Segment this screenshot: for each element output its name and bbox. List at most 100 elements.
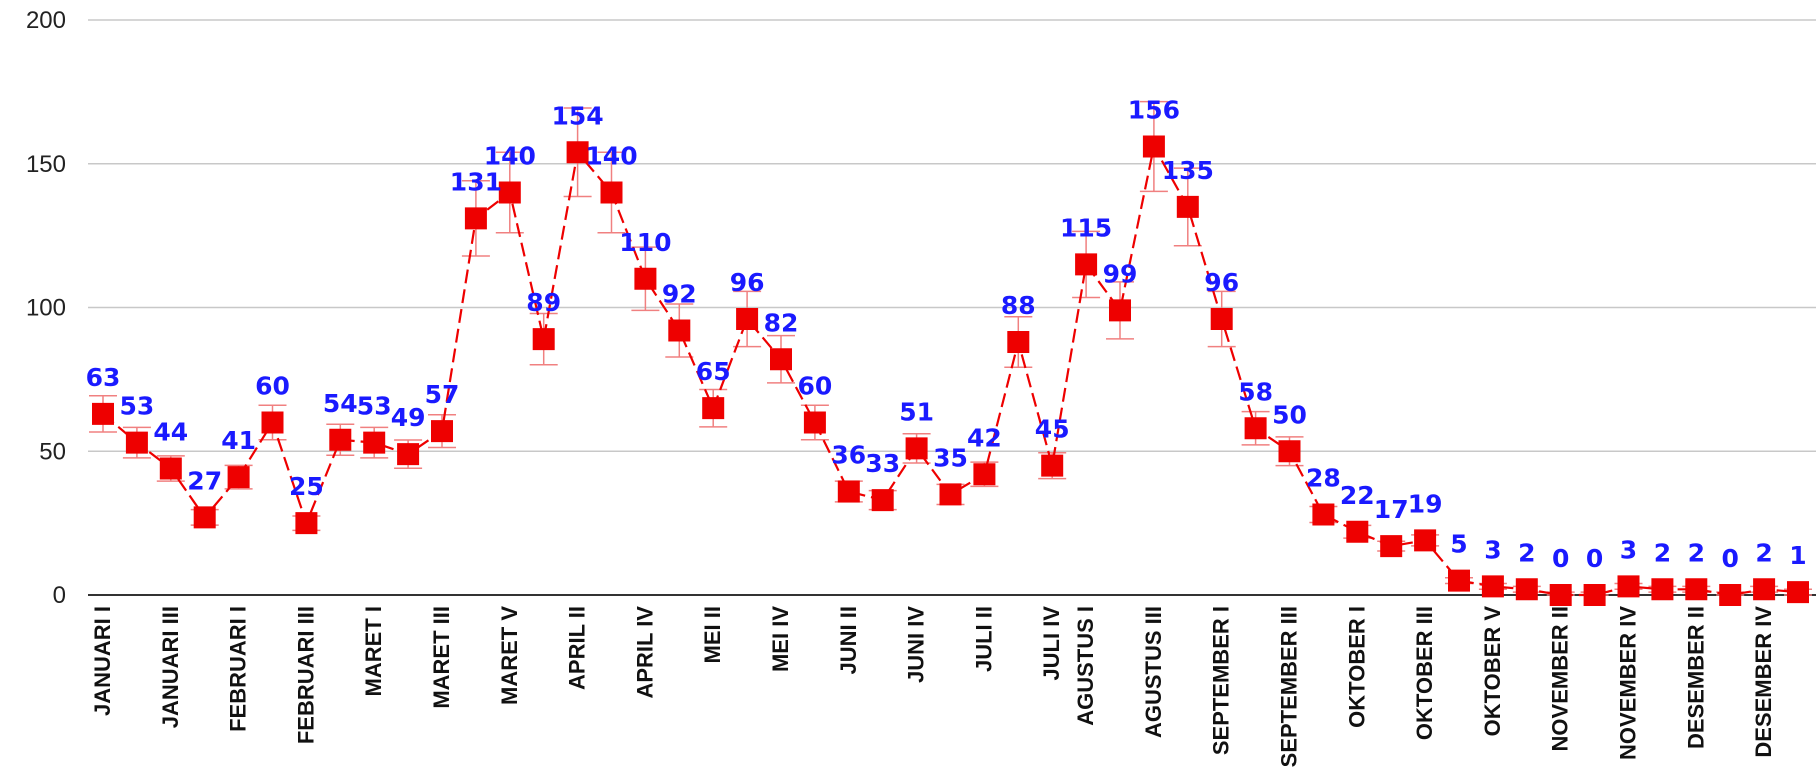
series-line [102,143,1799,597]
data-point [939,483,962,506]
data-point [1278,440,1301,463]
x-tick-label: NOVEMBER II [1548,606,1573,751]
data-point [261,411,284,434]
data-point [92,402,114,425]
series-polyline [102,143,1799,597]
data-point [193,506,216,529]
data-label: 140 [585,142,637,171]
x-tick-label: OKTOBER I [1344,606,1369,728]
data-point [159,457,182,480]
data-label: 36 [831,441,866,470]
data-label: 88 [1001,291,1036,320]
y-tick-label: 0 [53,582,66,609]
data-point [1719,584,1742,606]
x-tick-label: FEBRUARI III [293,606,318,744]
x-tick-label: DESEMBER IV [1751,606,1776,758]
data-label: 45 [1035,415,1070,444]
data-point [1075,253,1098,276]
data-label: 28 [1306,464,1341,493]
data-point [1753,578,1776,601]
gridlines [88,19,1816,596]
data-point [1109,299,1131,322]
data-label: 0 [1721,544,1738,573]
data-label: 0 [1586,544,1603,573]
data-label: 42 [967,423,1002,452]
data-point [431,420,453,443]
data-label: 17 [1374,495,1409,524]
x-axis: JANUARI I JANUARI III FEBRUARI I FEBRUARI I… [90,606,1776,768]
data-point [397,443,420,466]
data-point [600,181,623,204]
y-tick-label: 150 [26,151,66,178]
data-point [736,308,759,330]
data-point [227,466,250,489]
data-label: 96 [730,268,765,297]
data-label: 82 [764,308,799,337]
data-point [329,428,352,451]
x-tick-label: SEPTEMBER I [1209,606,1234,755]
x-tick-label: NOVEMBER IV [1616,606,1641,760]
x-tick-label: SEPTEMBER III [1277,606,1302,767]
data-label: 110 [619,228,671,257]
data-point [1685,578,1708,601]
data-label: 2 [1518,538,1535,567]
data-point [1244,417,1267,440]
data-label: 19 [1408,489,1443,518]
data-label: 5 [1450,530,1467,559]
data-point [770,348,792,371]
data-label: 89 [526,288,561,317]
x-tick-label: FEBRUARI I [226,606,251,732]
data-point [1007,331,1030,353]
data-point [905,437,928,460]
x-tick-label: JULI II [971,606,996,672]
y-tick-label: 200 [26,7,66,34]
data-point [1481,575,1504,598]
data-label: 96 [1204,268,1239,297]
data-label: 65 [696,357,731,386]
x-tick-label: AGUSTUS I [1073,606,1098,726]
data-point [532,328,555,351]
x-tick-label: MARET V [497,606,522,705]
data-label: 135 [1162,156,1214,185]
data-label: 60 [798,372,833,401]
data-point [803,411,826,434]
data-point [871,489,894,512]
data-point [1312,503,1335,526]
data-label: 3 [1484,535,1501,564]
data-label: 25 [289,472,324,501]
data-label: 33 [865,449,900,478]
data-label: 115 [1060,213,1112,242]
data-point [1346,520,1369,543]
data-point [1176,195,1199,218]
data-label: 57 [425,380,460,409]
data-label: 44 [153,418,188,447]
x-tick-label: JUNI IV [904,606,929,683]
x-tick-label: OKTOBER III [1412,606,1437,740]
data-label: 2 [1755,538,1772,567]
data-label: 0 [1552,544,1569,573]
data-label: 140 [484,142,536,171]
x-tick-label: AGUSTUS III [1141,606,1166,738]
data-point [1380,535,1403,558]
data-point [1515,578,1538,601]
data-label: 41 [221,426,256,455]
x-tick-label: JANUARI I [90,606,115,716]
x-tick-label: DESEMBER II [1683,606,1708,749]
x-tick-label: MARET III [429,606,454,709]
data-point [702,397,725,420]
data-point [566,141,589,164]
data-point [634,267,657,290]
data-label: 154 [552,101,604,130]
x-tick-label: MARET I [361,606,386,696]
data-point [837,480,860,503]
data-label: 131 [450,167,502,196]
y-axis: 0 50 100 150 200 [26,7,66,609]
x-tick-label: APRIL IV [632,606,657,699]
data-label: 63 [86,363,121,392]
data-point [1210,308,1233,330]
data-point [363,431,386,454]
data-label: 27 [187,466,222,495]
